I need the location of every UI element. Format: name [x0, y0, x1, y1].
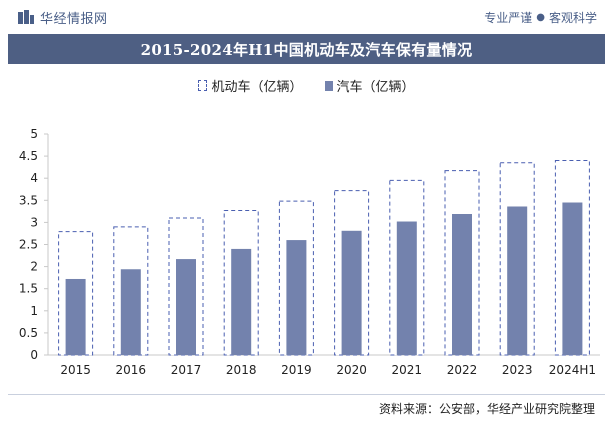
x-tick-label: 2021	[392, 363, 423, 377]
y-tick-label: 3.5	[19, 193, 38, 207]
y-tick-label: 1.5	[19, 282, 38, 296]
y-tick-label: 2	[30, 260, 38, 274]
legend-item-motor-vehicles: 机动车（亿辆）	[198, 76, 303, 95]
x-tick-label: 2018	[226, 363, 257, 377]
legend-item-cars: 汽车（亿辆）	[324, 76, 415, 95]
y-tick-label: 0.5	[19, 326, 38, 340]
bar-cars	[231, 248, 252, 355]
x-tick-label: 2022	[447, 363, 478, 377]
bar-cars	[507, 206, 528, 355]
y-tick-label: 0	[30, 348, 38, 362]
bar-cars	[396, 221, 417, 355]
slogan: 专业严谨 ● 客观科学	[484, 9, 597, 26]
x-tick-label: 2017	[171, 363, 202, 377]
y-tick-label: 3	[30, 215, 38, 229]
brand: 华经情报网	[18, 8, 108, 27]
legend-swatch-dashed	[198, 80, 208, 91]
y-tick-label: 4.5	[19, 149, 38, 163]
slogan-dot: ●	[536, 12, 545, 23]
source-note: 资料来源：公安部，华经产业研究院整理	[378, 402, 595, 416]
chart-legend: 机动车（亿辆） 汽车（亿辆）	[0, 76, 613, 95]
slogan-left: 专业严谨	[484, 11, 533, 25]
chart-title: 2015-2024年H1中国机动车及汽车保有量情况	[140, 40, 473, 59]
brand-logo-icon	[18, 10, 34, 24]
x-tick-label: 2015	[60, 363, 91, 377]
y-tick-label: 2.5	[19, 238, 38, 252]
legend-label-motor-vehicles: 机动车（亿辆）	[211, 80, 303, 95]
y-tick-label: 5	[30, 127, 38, 141]
slogan-right: 客观科学	[548, 11, 597, 25]
x-tick-label: 2024H1	[549, 363, 596, 377]
top-bar: 华经情报网 专业严谨 ● 客观科学	[0, 0, 613, 34]
bar-cars	[120, 269, 141, 355]
y-tick-label: 1	[30, 304, 38, 318]
x-tick-label: 2019	[281, 363, 312, 377]
y-tick-label: 4	[30, 171, 38, 185]
footer-divider	[8, 394, 605, 395]
x-tick-label: 2016	[116, 363, 147, 377]
bar-cars	[286, 240, 307, 355]
bar-cars	[452, 214, 472, 355]
site-name: 华经情报网	[40, 11, 108, 27]
bar-cars	[176, 259, 196, 355]
bar-cars	[65, 278, 86, 355]
x-tick-label: 2023	[502, 363, 533, 377]
bar-cars	[341, 230, 362, 355]
legend-label-cars: 汽车（亿辆）	[336, 80, 415, 95]
bar-cars	[562, 202, 583, 355]
title-bar: 2015-2024年H1中国机动车及汽车保有量情况	[8, 34, 605, 64]
x-tick-label: 2020	[336, 363, 367, 377]
legend-swatch-solid	[324, 80, 333, 91]
